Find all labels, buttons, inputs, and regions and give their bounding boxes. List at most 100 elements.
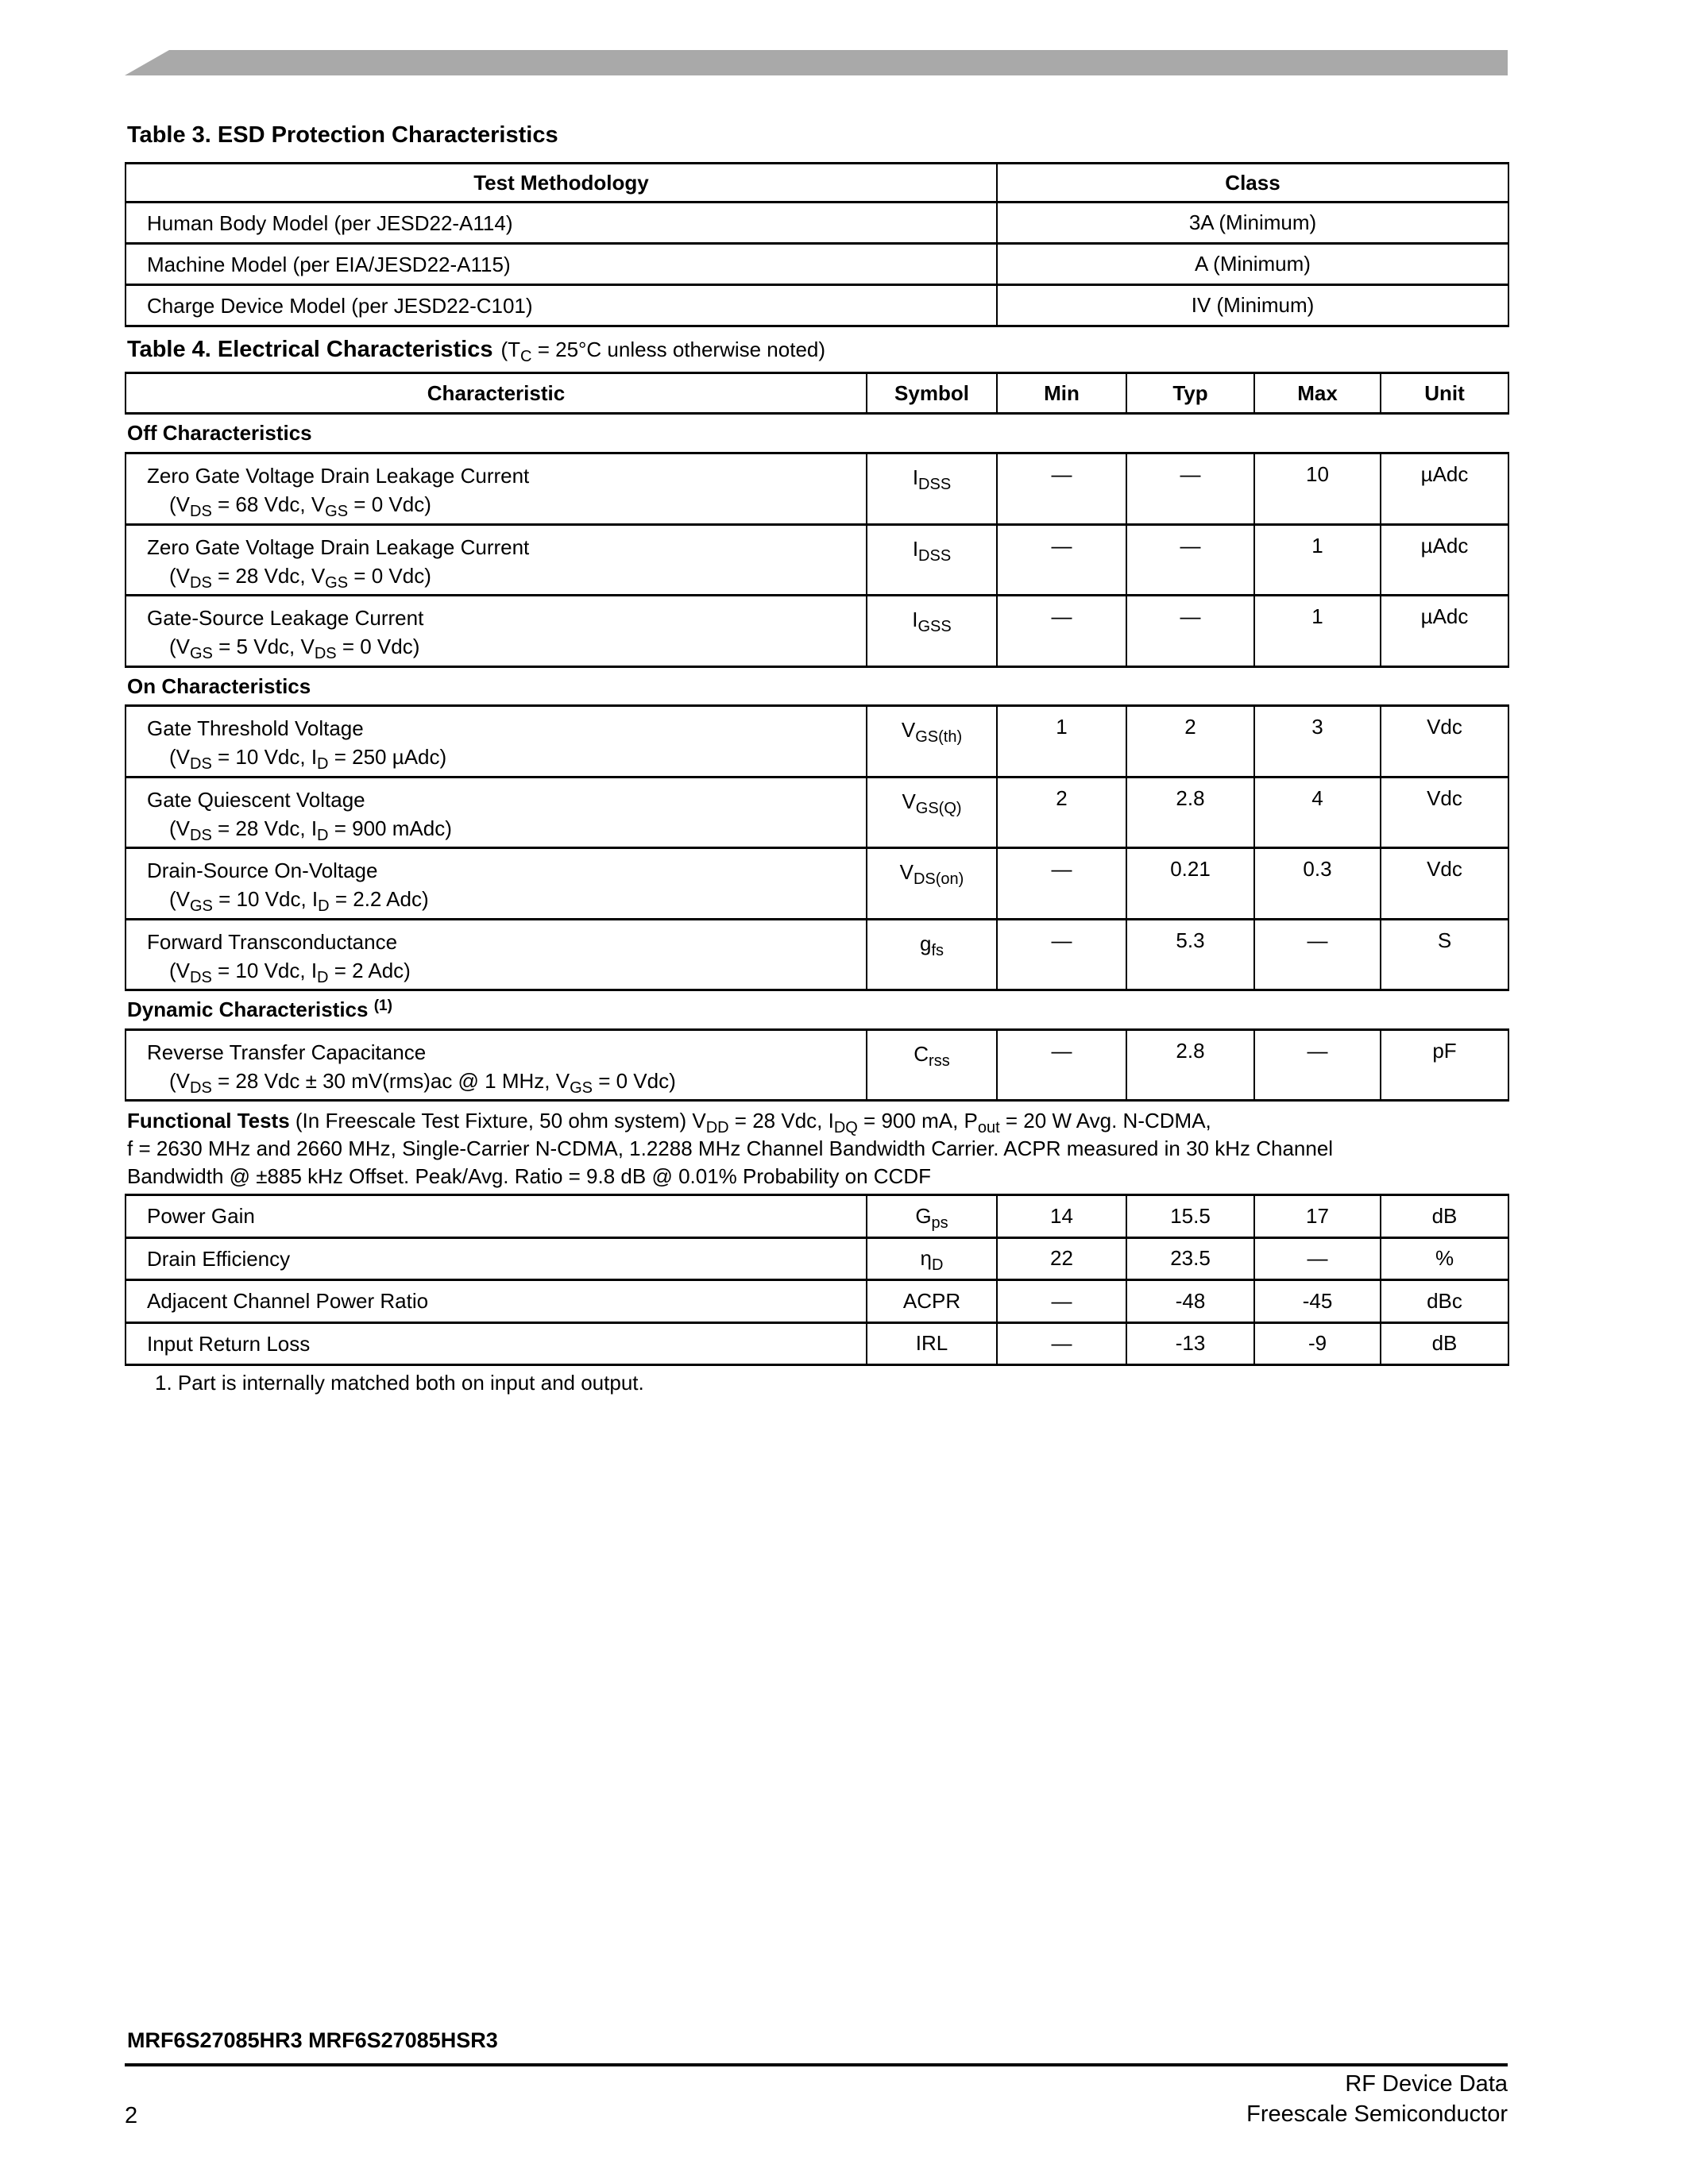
text-segment: = 0 Vdc) bbox=[348, 563, 431, 588]
value-max: 17 bbox=[1253, 1194, 1381, 1239]
value-unit: S bbox=[1380, 917, 1509, 991]
esd-class: A (Minimum) bbox=[996, 242, 1509, 286]
table4-title: Table 4. Electrical Characteristics (TC =… bbox=[127, 337, 825, 365]
section-label: Off Characteristics bbox=[127, 421, 312, 446]
value-typ: 2.8 bbox=[1126, 775, 1255, 849]
characteristic-name: Adjacent Channel Power Ratio bbox=[125, 1279, 867, 1324]
characteristic: Gate Threshold Voltage (VDS = 10 Vdc, ID … bbox=[125, 704, 867, 778]
table-row: Forward Transconductance (VDS = 10 Vdc, I… bbox=[125, 917, 1509, 991]
text-segment: (In Freescale Test Fixture, 50 ohm syste… bbox=[289, 1109, 706, 1133]
table3-header: Test Methodology bbox=[125, 162, 998, 203]
esd-class: IV (Minimum) bbox=[996, 284, 1509, 327]
symbol: IRL bbox=[866, 1321, 998, 1366]
table-row: Reverse Transfer Capacitance (VDS = 28 Vd… bbox=[125, 1028, 1509, 1102]
text-segment: C bbox=[914, 1042, 929, 1066]
test-conditions: (VDS = 28 Vdc, VGS = 0 Vdc) bbox=[147, 561, 866, 592]
test-conditions: (VDS = 10 Vdc, ID = 250 µAdc) bbox=[147, 743, 866, 773]
test-conditions: (VGS = 10 Vdc, ID = 2.2 Adc) bbox=[147, 885, 866, 914]
text-segment: (V bbox=[169, 635, 190, 658]
functional-tests-description: Functional Tests (In Freescale Test Fixt… bbox=[127, 1107, 1509, 1190]
column-header: Characteristic bbox=[125, 372, 867, 415]
subscript: DS bbox=[190, 755, 212, 773]
value-min: — bbox=[996, 917, 1127, 991]
subscript: D bbox=[317, 826, 329, 844]
text-segment: (V bbox=[169, 887, 190, 911]
value-unit: % bbox=[1380, 1236, 1509, 1281]
characteristic-name: Input Return Loss bbox=[125, 1321, 867, 1366]
test-conditions: (VDS = 68 Vdc, VGS = 0 Vdc) bbox=[147, 490, 866, 519]
value-typ: 15.5 bbox=[1126, 1194, 1255, 1239]
subscript: DQ bbox=[833, 1119, 858, 1136]
text-segment: = 0 Vdc) bbox=[336, 635, 420, 658]
page-number: 2 bbox=[125, 2103, 138, 2128]
value-typ: -48 bbox=[1126, 1279, 1255, 1324]
characteristic-name: Zero Gate Voltage Drain Leakage Current bbox=[147, 464, 530, 488]
characteristic-name: Gate-Source Leakage Current bbox=[147, 606, 424, 630]
table-row: Gate-Source Leakage Current (VGS = 5 Vdc,… bbox=[125, 594, 1509, 668]
value-max: 1 bbox=[1253, 594, 1381, 668]
subscript: GS bbox=[325, 503, 349, 520]
text-segment: (V bbox=[169, 816, 190, 840]
text-segment: = 10 Vdc, I bbox=[212, 887, 319, 911]
subscript: GS bbox=[325, 573, 349, 592]
footnote: 1. Part is internally matched both on in… bbox=[155, 1371, 644, 1395]
header-banner bbox=[125, 50, 1508, 75]
column-header: Min bbox=[996, 372, 1127, 415]
value-min: — bbox=[996, 523, 1127, 596]
value-unit: µAdc bbox=[1380, 452, 1509, 526]
subscript: DSS bbox=[918, 476, 952, 493]
value-min: 2 bbox=[996, 775, 1127, 849]
text-segment: g bbox=[919, 931, 932, 955]
value-typ: 0.21 bbox=[1126, 847, 1255, 920]
symbol: ACPR bbox=[866, 1279, 998, 1324]
subscript: GS bbox=[570, 1079, 593, 1097]
subscript: GS(Q) bbox=[915, 799, 962, 817]
subscript: DS(on) bbox=[913, 870, 964, 888]
text-segment: = 68 Vdc, V bbox=[211, 492, 326, 516]
text-segment: (V bbox=[169, 745, 190, 769]
text-segment: I bbox=[912, 465, 919, 489]
text-segment: (V bbox=[169, 1069, 190, 1093]
characteristic: Zero Gate Voltage Drain Leakage Current(… bbox=[125, 523, 867, 596]
test-methodology: Machine Model (per EIA/JESD22-A115) bbox=[125, 242, 998, 286]
section-label: On Characteristics bbox=[127, 674, 311, 699]
text-segment: = 5 Vdc, V bbox=[212, 635, 315, 658]
value-unit: dB bbox=[1380, 1321, 1509, 1366]
value-unit: Vdc bbox=[1380, 847, 1509, 920]
text-segment: = 20 W Avg. N-CDMA, bbox=[999, 1109, 1211, 1133]
text-segment: (V bbox=[169, 958, 190, 982]
subscript: GS(th) bbox=[915, 728, 963, 746]
subscript: DSS bbox=[918, 546, 952, 565]
characteristic-name: Drain Efficiency bbox=[125, 1236, 867, 1281]
characteristic-name: Gate Threshold Voltage bbox=[147, 716, 364, 740]
symbol: gfs bbox=[866, 917, 998, 991]
value-unit: pF bbox=[1380, 1028, 1509, 1102]
symbol: Crss bbox=[866, 1028, 998, 1102]
value-typ: — bbox=[1126, 452, 1255, 526]
column-header: Symbol bbox=[866, 372, 998, 415]
title-text: Table 4. Electrical Characteristics bbox=[127, 337, 493, 362]
text-segment: = 28 Vdc ± 30 mV(rms)ac @ 1 MHz, V bbox=[211, 1069, 570, 1093]
text-segment: = 900 mAdc) bbox=[328, 816, 452, 840]
footer-section: RF Device Data bbox=[1345, 2071, 1508, 2097]
table-row: Machine Model (per EIA/JESD22-A115) A (Mi… bbox=[125, 242, 1509, 286]
table-row: Power Gain Gps 14 15.5 17 dB bbox=[125, 1194, 1509, 1239]
subscript: DS bbox=[314, 645, 337, 662]
value-typ: 2.8 bbox=[1126, 1028, 1255, 1102]
table-row: Drain-Source On-Voltage (VGS = 10 Vdc, ID… bbox=[125, 847, 1509, 920]
subscript: fs bbox=[931, 941, 944, 959]
symbol: IDSS bbox=[866, 452, 998, 526]
value-typ: — bbox=[1126, 523, 1255, 596]
text-segment: = 2.2 Adc) bbox=[329, 887, 429, 911]
title-note: (TC = 25°C unless otherwise noted) bbox=[500, 338, 825, 365]
characteristic: Forward Transconductance (VDS = 10 Vdc, I… bbox=[125, 917, 867, 991]
value-max: — bbox=[1253, 917, 1381, 991]
symbol: IGSS bbox=[866, 594, 998, 668]
text-segment: (T bbox=[500, 338, 521, 361]
column-header: Unit bbox=[1380, 372, 1509, 415]
text-segment: η bbox=[920, 1246, 932, 1271]
value-min: 22 bbox=[996, 1236, 1127, 1281]
test-methodology: Human Body Model (per JESD22-A114) bbox=[125, 201, 998, 245]
characteristic: Gate Quiescent Voltage (VDS = 28 Vdc, ID … bbox=[125, 775, 867, 849]
desc-line: Bandwidth @ ±885 kHz Offset. Peak/Avg. R… bbox=[127, 1164, 931, 1188]
